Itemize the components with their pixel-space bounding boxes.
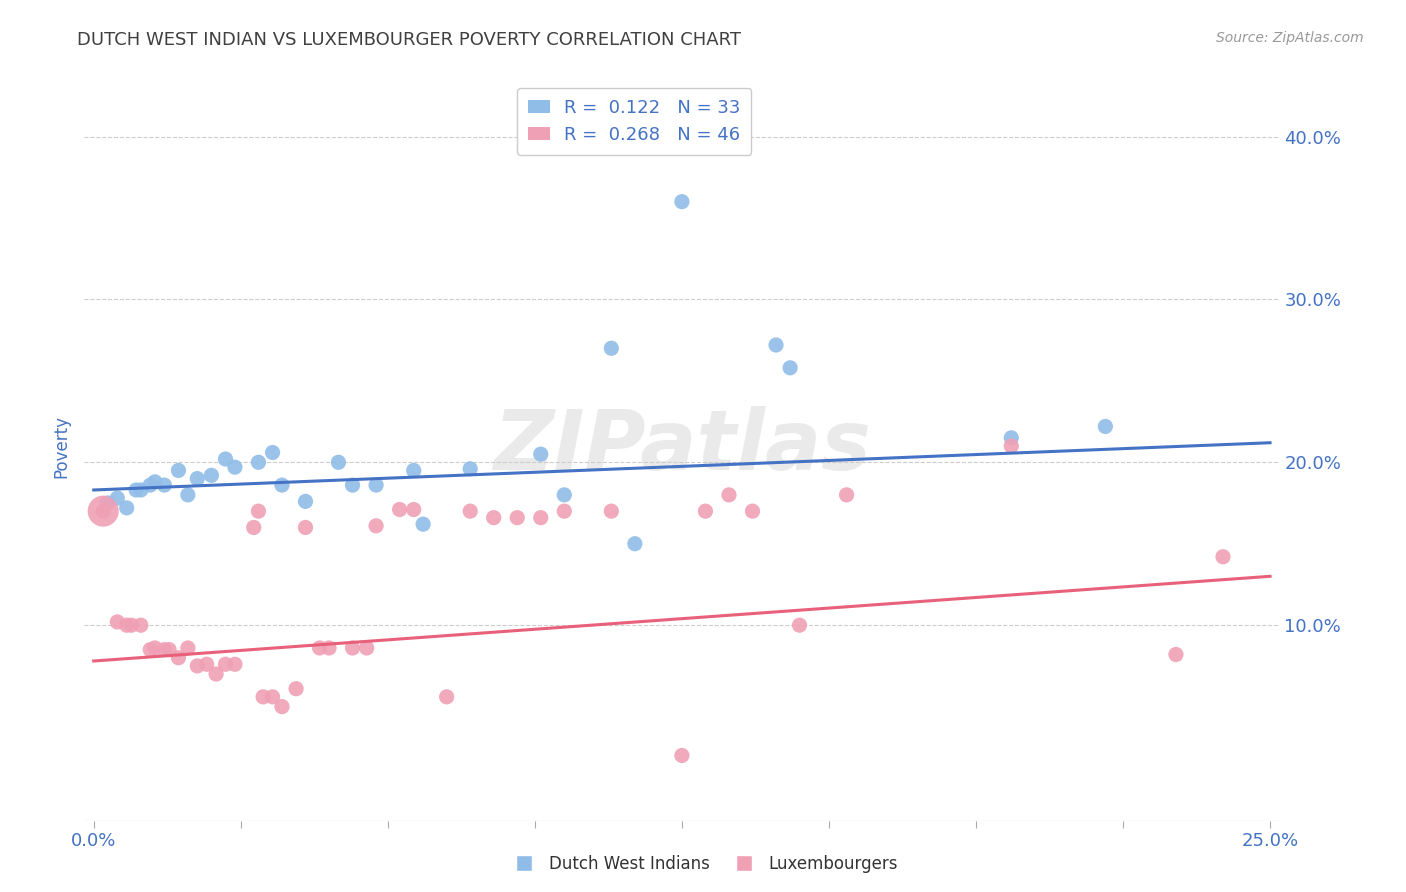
Point	[252, 690, 274, 704]
Point	[412, 517, 434, 532]
Point	[271, 699, 294, 714]
Point	[91, 504, 114, 518]
Point	[294, 494, 316, 508]
Point	[1000, 431, 1022, 445]
Point	[402, 502, 425, 516]
Point	[167, 650, 190, 665]
Point	[262, 445, 284, 459]
Legend: Dutch West Indians, Luxembourgers: Dutch West Indians, Luxembourgers	[501, 848, 905, 880]
Point	[402, 463, 425, 477]
Point	[262, 690, 284, 704]
Point	[835, 488, 858, 502]
Point	[115, 618, 138, 632]
Point	[458, 504, 481, 518]
Point	[242, 520, 264, 534]
Text: ZIPatlas: ZIPatlas	[494, 406, 870, 486]
Point	[167, 463, 190, 477]
Point	[214, 452, 236, 467]
Point	[186, 472, 208, 486]
Point	[143, 640, 166, 655]
Point	[153, 478, 176, 492]
Point	[247, 455, 270, 469]
Text: Source: ZipAtlas.com: Source: ZipAtlas.com	[1216, 31, 1364, 45]
Point	[695, 504, 717, 518]
Point	[458, 462, 481, 476]
Text: DUTCH WEST INDIAN VS LUXEMBOURGER POVERTY CORRELATION CHART: DUTCH WEST INDIAN VS LUXEMBOURGER POVERT…	[77, 31, 741, 49]
Point	[506, 510, 529, 524]
Point	[105, 615, 128, 629]
Point	[200, 468, 222, 483]
Point	[97, 496, 120, 510]
Point	[600, 504, 623, 518]
Point	[741, 504, 763, 518]
Point	[765, 338, 787, 352]
Point	[177, 488, 200, 502]
Point	[205, 667, 228, 681]
Point	[91, 504, 114, 518]
Point	[1094, 419, 1116, 434]
Point	[139, 478, 162, 492]
Point	[388, 502, 411, 516]
Point	[125, 483, 148, 497]
Point	[671, 194, 693, 209]
Point	[482, 510, 505, 524]
Point	[214, 657, 236, 672]
Point	[530, 510, 553, 524]
Point	[177, 640, 200, 655]
Point	[115, 500, 138, 515]
Point	[308, 640, 330, 655]
Point	[789, 618, 811, 632]
Point	[129, 483, 152, 497]
Point	[553, 504, 575, 518]
Point	[285, 681, 308, 696]
Point	[553, 488, 575, 502]
Point	[328, 455, 350, 469]
Point	[342, 640, 364, 655]
Point	[318, 640, 340, 655]
Point	[779, 360, 801, 375]
Point	[143, 475, 166, 489]
Point	[671, 748, 693, 763]
Point	[530, 447, 553, 461]
Y-axis label: Poverty: Poverty	[52, 415, 70, 477]
Point	[186, 659, 208, 673]
Legend: R =  0.122   N = 33, R =  0.268   N = 46: R = 0.122 N = 33, R = 0.268 N = 46	[517, 88, 751, 154]
Point	[1164, 648, 1187, 662]
Point	[105, 491, 128, 505]
Point	[271, 478, 294, 492]
Point	[153, 642, 176, 657]
Point	[294, 520, 316, 534]
Point	[342, 478, 364, 492]
Point	[139, 642, 162, 657]
Point	[1212, 549, 1234, 564]
Point	[356, 640, 378, 655]
Point	[247, 504, 270, 518]
Point	[224, 657, 246, 672]
Point	[1000, 439, 1022, 453]
Point	[120, 618, 142, 632]
Point	[717, 488, 740, 502]
Point	[436, 690, 458, 704]
Point	[157, 642, 180, 657]
Point	[600, 341, 623, 355]
Point	[364, 478, 387, 492]
Point	[129, 618, 152, 632]
Point	[624, 537, 647, 551]
Point	[224, 460, 246, 475]
Point	[195, 657, 218, 672]
Point	[364, 518, 387, 533]
